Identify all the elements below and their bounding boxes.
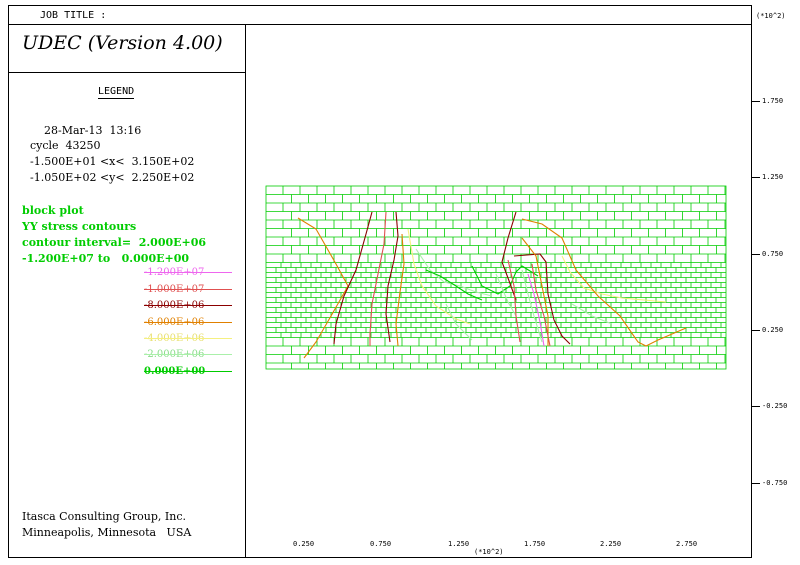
contour-line [561, 255, 667, 303]
contour-line [507, 259, 521, 343]
contour-swatch-2 [144, 289, 232, 290]
contour-line [297, 217, 349, 359]
block-plot [265, 185, 727, 370]
contour-line [407, 228, 471, 325]
contour-line [369, 211, 387, 346]
legend-date-time: 28-Mar-13 13:16 [44, 124, 142, 137]
contour-line [333, 211, 373, 345]
x-tick-label: 2.250 [600, 540, 622, 548]
x-tick-label: 0.250 [293, 540, 315, 548]
block-mesh [265, 185, 727, 370]
contour-line [527, 273, 545, 347]
y-tick [752, 483, 760, 484]
legend-cycle: cycle 43250 [30, 139, 101, 152]
panel-divider [245, 24, 246, 558]
x-tick-label: 1.250 [448, 540, 470, 548]
company-name: Itasca Consulting Group, Inc. [22, 510, 186, 523]
y-tick-label: 0.750 [762, 250, 784, 258]
program-title: UDEC (Version 4.00) [22, 32, 223, 54]
contour-line [395, 233, 405, 347]
plot-item-contours: YY stress contours [22, 220, 137, 233]
y-tick-label: 1.250 [762, 173, 784, 181]
contour-line [571, 303, 613, 325]
x-tick-label: 0.750 [370, 540, 392, 548]
y-tick [752, 101, 760, 102]
contour-swatch-1 [144, 272, 232, 273]
contour-swatch-4 [144, 322, 232, 323]
contour-line [495, 273, 517, 317]
contour-line [521, 218, 687, 347]
plot-item-range: -1.200E+07 to 0.000E+00 [22, 252, 190, 265]
y-tick [752, 177, 760, 178]
stress-contours [297, 211, 687, 359]
y-tick-label: 1.750 [762, 97, 784, 105]
plot-item-interval: contour interval= 2.000E+06 [22, 236, 207, 249]
contour-line [445, 303, 473, 341]
x-tick-label: 2.750 [676, 540, 698, 548]
plot-frame [8, 5, 752, 558]
legend-y-range: -1.050E+02 <y< 2.250E+02 [30, 171, 195, 184]
contour-swatch-7 [144, 371, 232, 372]
y-tick-label: 0.250 [762, 326, 784, 334]
y-tick [752, 330, 760, 331]
title-divider [8, 24, 752, 25]
x-tick-label: 1.750 [524, 540, 546, 548]
y-tick [752, 406, 760, 407]
y-tick-label: -0.750 [762, 479, 788, 487]
contour-line [425, 269, 483, 301]
y-tick [752, 254, 760, 255]
contour-line [471, 265, 539, 295]
contour-swatch-3 [144, 305, 232, 306]
y-axis-multiplier: (*10^2) [756, 12, 786, 20]
contour-swatch-5 [144, 338, 232, 339]
contour-swatch-6 [144, 354, 232, 355]
contour-line [513, 253, 571, 345]
x-axis-multiplier: (*10^2) [474, 548, 504, 556]
job-title: JOB TITLE : [40, 10, 107, 21]
legend-x-range: -1.500E+01 <x< 3.150E+02 [30, 155, 195, 168]
legend-heading: LEGEND [98, 86, 135, 99]
plot-item-block: block plot [22, 204, 84, 217]
company-location: Minneapolis, Minnesota USA [22, 526, 192, 539]
y-tick-label: -0.250 [762, 402, 788, 410]
contour-line [501, 211, 517, 301]
contour-line [531, 263, 551, 347]
contour-line [385, 211, 399, 343]
legend-divider [8, 72, 245, 73]
contour-line [521, 269, 543, 343]
contour-line [521, 237, 549, 346]
